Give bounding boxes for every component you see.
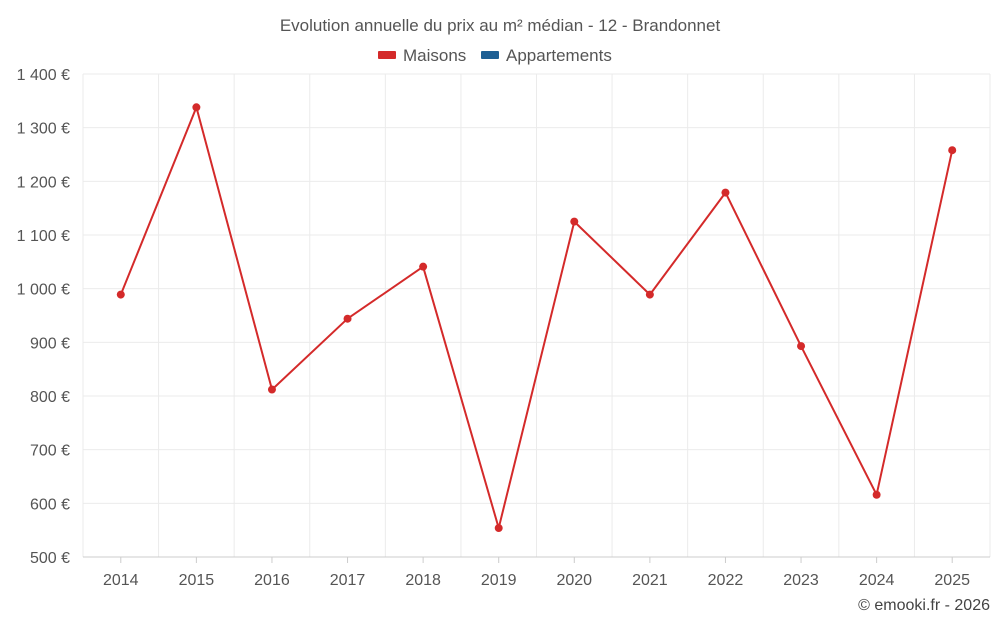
credit-text: © emooki.fr - 2026 — [858, 597, 990, 614]
y-tick-label: 800 € — [30, 389, 70, 406]
x-tick-label: 2021 — [632, 572, 668, 589]
legend-label-appartements: Appartements — [506, 46, 612, 65]
x-tick-label: 2015 — [179, 572, 215, 589]
data-point[interactable]: 2018: 1041 € — [419, 262, 428, 271]
x-tick-label: 2023 — [783, 572, 819, 589]
data-point[interactable]: 2015: 1338 € — [192, 103, 201, 112]
series-line-maisons — [119, 106, 954, 529]
y-tick-label: 600 € — [30, 496, 70, 513]
y-tick-label: 1 400 € — [17, 67, 70, 84]
data-point[interactable]: 2021: 989 € — [645, 290, 654, 299]
chart-title: Evolution annuelle du prix au m² médian … — [280, 16, 721, 35]
x-tick-label: 2020 — [556, 572, 592, 589]
data-point[interactable]: 2014: 989 € — [116, 290, 125, 299]
data-point[interactable]: 2023: 893 € — [797, 342, 806, 351]
x-tick-label: 2017 — [330, 572, 366, 589]
legend-swatch-maisons — [378, 51, 396, 59]
x-tick-label: 2018 — [405, 572, 441, 589]
x-tick-label: 2019 — [481, 572, 517, 589]
y-tick-label: 1 000 € — [17, 282, 70, 299]
series: 2014: 989 € 2015: 1338 € 2016: 812 € 2017: … — [116, 103, 957, 533]
x-tick-label: 2016 — [254, 572, 290, 589]
y-tick-label: 1 200 € — [17, 174, 70, 191]
y-tick-label: 1 100 € — [17, 228, 70, 245]
x-tick-label: 2024 — [859, 572, 895, 589]
y-tick-label: 700 € — [30, 443, 70, 460]
data-point[interactable]: 2025: 1258 € — [948, 146, 957, 155]
axes: 500 € 600 € 700 € 800 € 900 € 1 000 € 1 100 € 1… — [17, 67, 990, 589]
y-tick-label: 500 € — [30, 550, 70, 567]
data-point[interactable]: 2019: 554 € — [494, 524, 503, 533]
data-point[interactable]: 2024: 616 € — [872, 490, 881, 499]
legend-item-appartements[interactable]: Appartements — [481, 46, 612, 65]
legend-item-maisons[interactable]: Maisons — [378, 46, 466, 65]
y-tick-label: 1 300 € — [17, 121, 70, 138]
data-point[interactable]: 2020: 1125 € — [570, 217, 579, 226]
x-tick-label: 2022 — [708, 572, 744, 589]
x-tick-label: 2014 — [103, 572, 139, 589]
data-point[interactable]: 2022: 1179 € — [721, 188, 730, 197]
y-tick-label: 900 € — [30, 335, 70, 352]
x-tick-label: 2025 — [934, 572, 970, 589]
legend-swatch-appartements — [481, 51, 499, 59]
data-point[interactable]: 2016: 812 € — [267, 385, 276, 394]
data-point[interactable]: 2017: 944 € — [343, 314, 352, 323]
grid — [82, 73, 991, 557]
chart-legend: Maisons Appartements — [378, 46, 612, 65]
legend-label-maisons: Maisons — [403, 46, 466, 65]
